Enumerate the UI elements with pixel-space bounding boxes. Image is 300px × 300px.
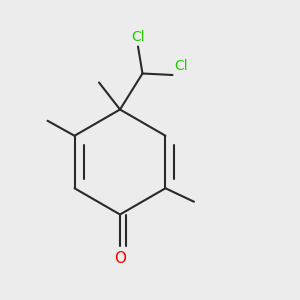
Text: Cl: Cl (131, 30, 145, 44)
Text: O: O (114, 251, 126, 266)
Text: Cl: Cl (174, 58, 188, 73)
